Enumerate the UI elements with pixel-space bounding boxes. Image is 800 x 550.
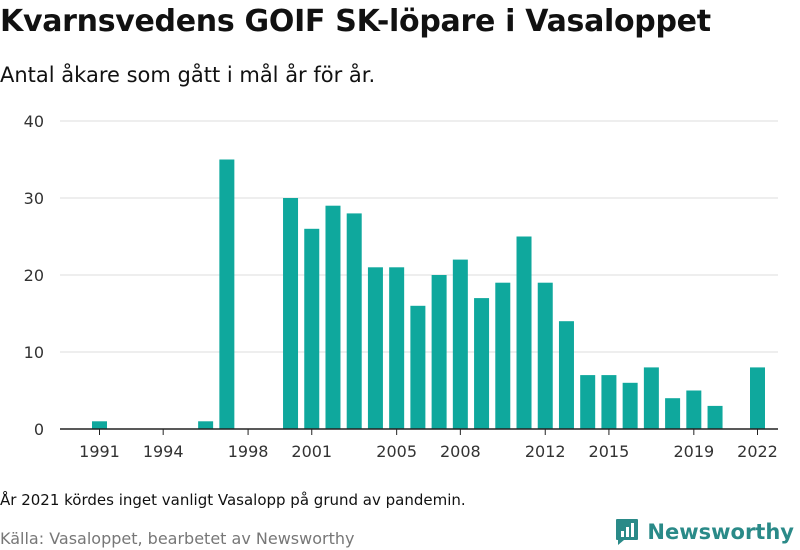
x-tick-label: 1998 (228, 442, 269, 461)
x-tick-label: 2012 (525, 442, 566, 461)
x-axis-ticks: 1991 1994 1998 2001 2005 2008 2012 2015 2019 2022 (60, 428, 778, 461)
bar-1991 (92, 421, 107, 429)
brand-name: Newsworthy (647, 520, 794, 544)
bar-2007 (431, 275, 447, 429)
bar-1997 (219, 159, 235, 429)
bars (92, 159, 765, 429)
bar-2008 (452, 259, 468, 429)
bar-2009 (474, 298, 490, 429)
bar-2019 (686, 390, 702, 429)
bar-2001 (304, 228, 320, 429)
y-tick-label: 20 (24, 266, 44, 285)
y-axis-ticks: 0 10 20 30 40 (24, 112, 44, 439)
bar-1996 (198, 421, 214, 429)
x-tick-label: 2015 (589, 442, 630, 461)
bar-2002 (325, 205, 341, 429)
x-tick-label: 1991 (79, 442, 120, 461)
x-tick-label: 2001 (291, 442, 332, 461)
footnote: År 2021 kördes inget vanligt Vasalopp på… (0, 491, 466, 509)
y-tick-label: 0 (34, 420, 44, 439)
x-tick-label: 2008 (440, 442, 481, 461)
bar-2013 (558, 321, 574, 429)
x-tick-label: 2022 (737, 442, 778, 461)
bar-2003 (346, 213, 362, 429)
chart-title: Kvarnsvedens GOIF SK-löpare i Vasaloppet (0, 4, 711, 39)
bar-2006 (410, 305, 426, 429)
bar-2022 (750, 367, 765, 429)
y-tick-label: 40 (24, 112, 44, 131)
source-text: Källa: Vasaloppet, bearbetet av Newswort… (0, 529, 355, 548)
bar-2018 (665, 398, 681, 429)
bar-2017 (643, 367, 659, 429)
bar-2011 (516, 236, 532, 429)
y-tick-label: 10 (24, 343, 44, 362)
bar-2012 (537, 282, 553, 429)
x-tick-label: 2019 (673, 442, 714, 461)
bar-2004 (367, 267, 383, 429)
x-tick-label: 1994 (143, 442, 184, 461)
bar-2010 (495, 282, 511, 429)
y-tick-label: 30 (24, 189, 44, 208)
newsworthy-logo-icon (616, 519, 639, 545)
bar-2000 (283, 198, 299, 429)
bar-2016 (622, 382, 638, 429)
chart-subtitle: Antal åkare som gått i mål år för år. (0, 63, 376, 87)
x-tick-label: 2005 (376, 442, 417, 461)
bar-2005 (389, 267, 405, 429)
brand: Newsworthy (615, 518, 794, 546)
bar-2014 (580, 375, 596, 429)
bar-chart: 0 10 20 30 40 1991 1994 1998 2001 2005 2008 2012 20… (24, 112, 778, 461)
bar-2015 (601, 375, 617, 429)
bar-2020 (707, 405, 723, 429)
